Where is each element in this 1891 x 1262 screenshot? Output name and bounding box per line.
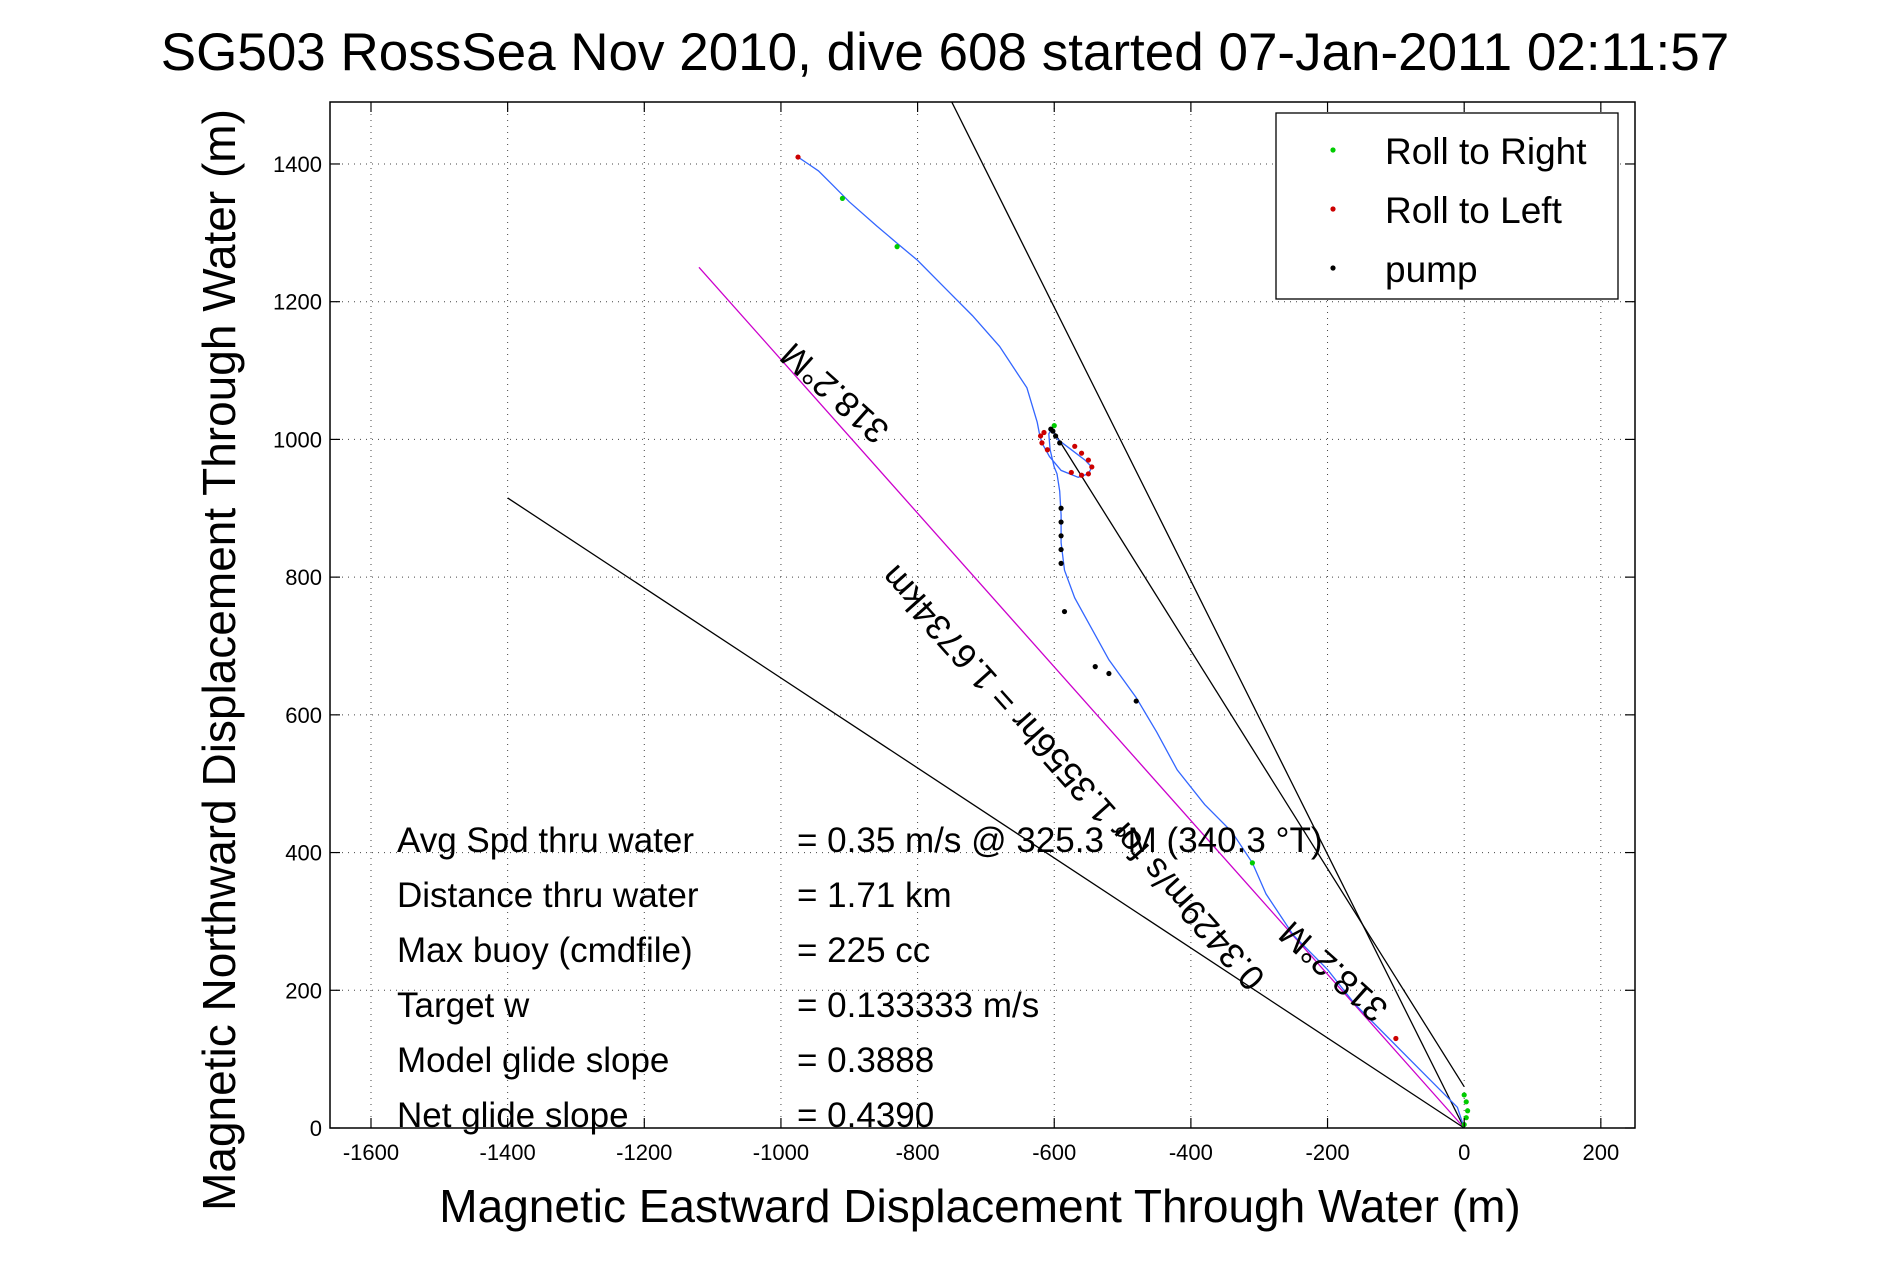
roll-right-point-4 <box>1461 1092 1467 1098</box>
y-tick-label-7: 1400 <box>273 152 322 177</box>
roll-right-point-5 <box>1249 860 1255 866</box>
roll-left-point-7 <box>1044 447 1051 453</box>
roll-left-point-6 <box>1068 469 1074 476</box>
x-tick-label-1: -1400 <box>480 1140 536 1165</box>
pump-point-10 <box>1092 664 1098 670</box>
legend: Roll to Right Roll to Left pump <box>1275 112 1619 300</box>
legend-label-0: Roll to Right <box>1385 131 1587 172</box>
roll-right-point-2 <box>1465 1108 1471 1114</box>
chart-title: SG503 RossSea Nov 2010, dive 608 started… <box>161 23 1729 82</box>
roll-left-point-4 <box>1085 471 1092 477</box>
x-tick-label-5: -600 <box>1032 1140 1076 1165</box>
dive-statistics: Avg Spd thru water = 0.35 m/s @ 325.3 °M … <box>397 821 1323 1135</box>
x-tick-label-7: -200 <box>1306 1140 1350 1165</box>
legend-marker-0 <box>1330 147 1336 153</box>
legend-marker-2 <box>1330 265 1336 271</box>
pump-point-8 <box>1058 560 1064 566</box>
y-tick-label-5: 1000 <box>273 427 322 452</box>
stat-value-0: = 0.35 m/s @ 325.3 °M (340.3 °T) <box>797 821 1323 860</box>
y-tick-label-0: 0 <box>310 1116 322 1141</box>
x-tick-label-6: -400 <box>1169 1140 1213 1165</box>
pump-point-5 <box>1058 519 1064 525</box>
roll-left-point-2 <box>1085 457 1092 463</box>
roll-left-point-0 <box>1072 443 1078 449</box>
stat-label-0: Avg Spd thru water <box>397 821 694 860</box>
y-axis-ticks: 0 200 400 600 800 1000 1200 1400 <box>273 152 1635 1141</box>
x-tick-label-0: -1600 <box>343 1140 399 1165</box>
roll-left-point-1 <box>1078 450 1085 456</box>
stat-label-1: Distance thru water <box>397 876 699 915</box>
legend-label-2: pump <box>1385 249 1478 290</box>
y-tick-label-3: 600 <box>285 703 322 728</box>
x-tick-label-9: 200 <box>1582 1140 1619 1165</box>
reference-line-3 <box>1053 432 1465 1088</box>
pump-point-3 <box>1057 440 1063 446</box>
reference-lines <box>507 101 1465 1129</box>
roll-left-point-5 <box>1078 472 1085 478</box>
roll-left-point-10 <box>1041 429 1047 436</box>
x-tick-label-4: -800 <box>896 1140 940 1165</box>
x-axis-label: Magnetic Eastward Displacement Through W… <box>439 1180 1520 1232</box>
stat-value-1: = 1.71 km <box>797 876 952 915</box>
roll-left-point-3 <box>1089 464 1095 470</box>
pump-point-4 <box>1058 505 1064 511</box>
stat-label-3: Target w <box>397 986 530 1025</box>
reference-line-0 <box>698 266 1465 1129</box>
legend-label-1: Roll to Left <box>1385 190 1563 231</box>
x-axis-ticks: -1600 -1400 -1200 -1000 -800 -600 -400 -200 0 200 <box>343 102 1619 1165</box>
roll-right-point-1 <box>1463 1115 1469 1121</box>
roll-left-point-11 <box>795 154 801 160</box>
reference-line-1 <box>951 101 1465 1129</box>
plot-area-frame <box>329 101 1636 1129</box>
pump-point-12 <box>1133 698 1139 704</box>
roll-right-point-8 <box>1051 423 1057 429</box>
y-tick-label-2: 400 <box>285 841 322 866</box>
y-tick-label-1: 200 <box>285 978 322 1003</box>
roll-left-point-8 <box>1039 440 1045 446</box>
pump-point-1 <box>1050 428 1056 434</box>
pump-point-2 <box>1053 433 1059 439</box>
y-tick-label-4: 800 <box>285 565 322 590</box>
stat-value-5: = 0.4390 <box>797 1096 934 1135</box>
legend-marker-1 <box>1330 206 1336 212</box>
y-axis-label: Magnetic Northward Displacement Through … <box>193 109 245 1211</box>
stat-value-2: = 225 cc <box>797 931 930 970</box>
pump-point-9 <box>1061 608 1068 615</box>
roll-right-point-7 <box>839 195 846 202</box>
stat-label-2: Max buoy (cmdfile) <box>397 931 693 970</box>
x-tick-label-8: 0 <box>1458 1140 1470 1165</box>
reference-line-2 <box>507 497 1465 1129</box>
event-markers <box>795 154 1471 1128</box>
x-tick-label-3: -1000 <box>753 1140 809 1165</box>
stat-label-5: Net glide slope <box>397 1096 629 1135</box>
stat-label-4: Model glide slope <box>397 1041 669 1080</box>
roll-left-point-9 <box>1037 433 1044 439</box>
pump-point-7 <box>1058 546 1064 553</box>
stat-value-3: = 0.133333 m/s <box>797 986 1039 1025</box>
pump-point-11 <box>1106 670 1112 677</box>
x-tick-label-2: -1200 <box>616 1140 672 1165</box>
y-tick-label-6: 1200 <box>273 290 322 315</box>
roll-left-point-12 <box>1393 1035 1399 1042</box>
pump-point-6 <box>1058 533 1064 539</box>
roll-right-point-6 <box>894 244 900 250</box>
stat-value-4: = 0.3888 <box>797 1041 934 1080</box>
roll-right-point-3 <box>1463 1099 1469 1105</box>
